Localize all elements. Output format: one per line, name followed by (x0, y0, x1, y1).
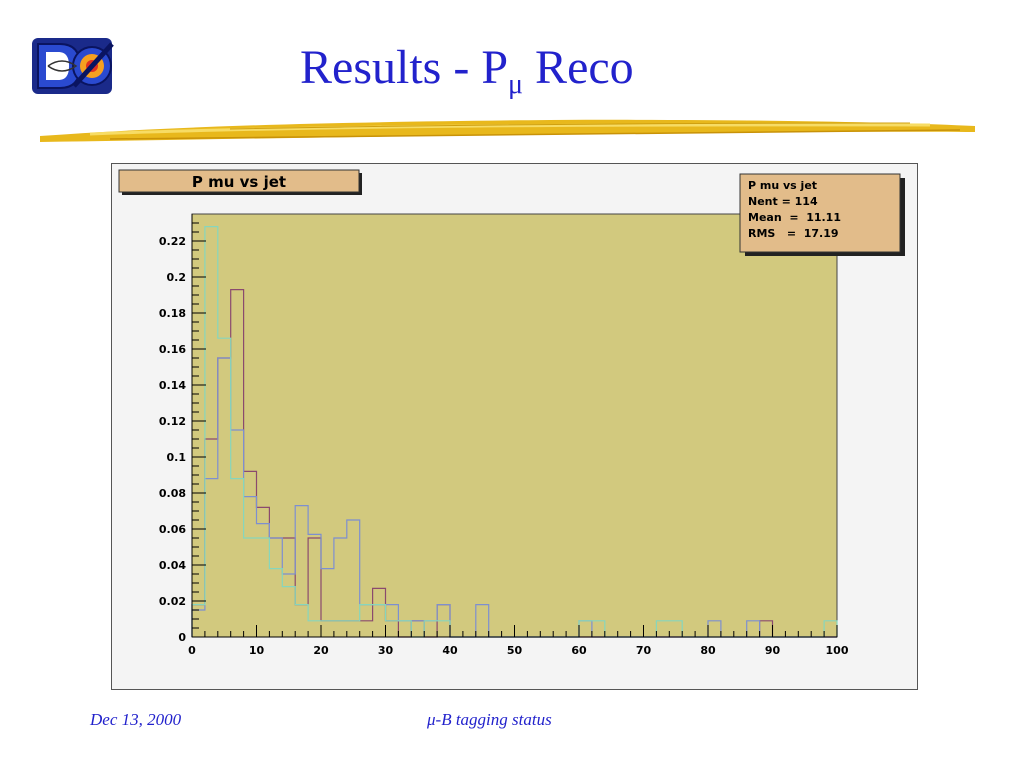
y-tick-label: 0.2 (167, 271, 187, 284)
x-tick-label: 50 (507, 644, 523, 657)
stats-mean: Mean = 11.11 (748, 211, 841, 224)
y-tick-label: 0.18 (159, 307, 186, 320)
stats-rms: RMS = 17.19 (748, 227, 839, 240)
stats-box (739, 173, 901, 253)
x-tick-label: 70 (636, 644, 652, 657)
slide-title: Results - Pμ Reco (300, 38, 860, 115)
x-tick-label: 80 (700, 644, 716, 657)
slide-title-main: Results - P (300, 41, 509, 94)
x-tick-label: 20 (313, 644, 329, 657)
histogram-title: P mu vs jet (192, 173, 286, 191)
x-tick-label: 30 (378, 644, 394, 657)
y-tick-label: 0.1 (167, 451, 187, 464)
y-tick-label: 0.16 (159, 343, 186, 356)
title-box (118, 169, 360, 193)
y-tick-label: 0.12 (159, 415, 186, 428)
slide-title-subscript: μ (508, 69, 524, 100)
y-tick-label: 0.22 (159, 235, 186, 248)
x-tick-label: 60 (571, 644, 587, 657)
y-tick-label: 0.14 (159, 379, 186, 392)
footer-title: μ-B tagging status (427, 710, 552, 729)
d0-experiment-logo (32, 38, 114, 94)
x-tick-label: 40 (442, 644, 458, 657)
title-underline-stroke (40, 119, 975, 142)
y-tick-label: 0.06 (159, 523, 186, 536)
y-tick-label: 0.08 (159, 487, 186, 500)
plot-area (191, 213, 838, 638)
x-tick-label: 0 (188, 644, 196, 657)
histogram-chart: 0 10 20 30 40 50 60 70 80 90 100 0 0.02 0.04 0.06 0.08 0… (118, 169, 905, 657)
y-tick-label: 0.02 (159, 595, 186, 608)
x-tick-label: 90 (765, 644, 781, 657)
y-tick-label: 0 (178, 631, 186, 644)
footer-date: Dec 13, 2000 (90, 710, 182, 729)
x-tick-label: 10 (249, 644, 265, 657)
y-tick-label: 0.04 (159, 559, 186, 572)
slide-title-tail: Reco (523, 41, 634, 94)
x-tick-label: 100 (826, 644, 849, 657)
stats-name: P mu vs jet (748, 179, 817, 192)
histogram-canvas: 0 10 20 30 40 50 60 70 80 90 100 0 0.02 0.04 0.06 0.08 0… (111, 163, 918, 690)
stats-entries: Nent = 114 (748, 195, 818, 208)
